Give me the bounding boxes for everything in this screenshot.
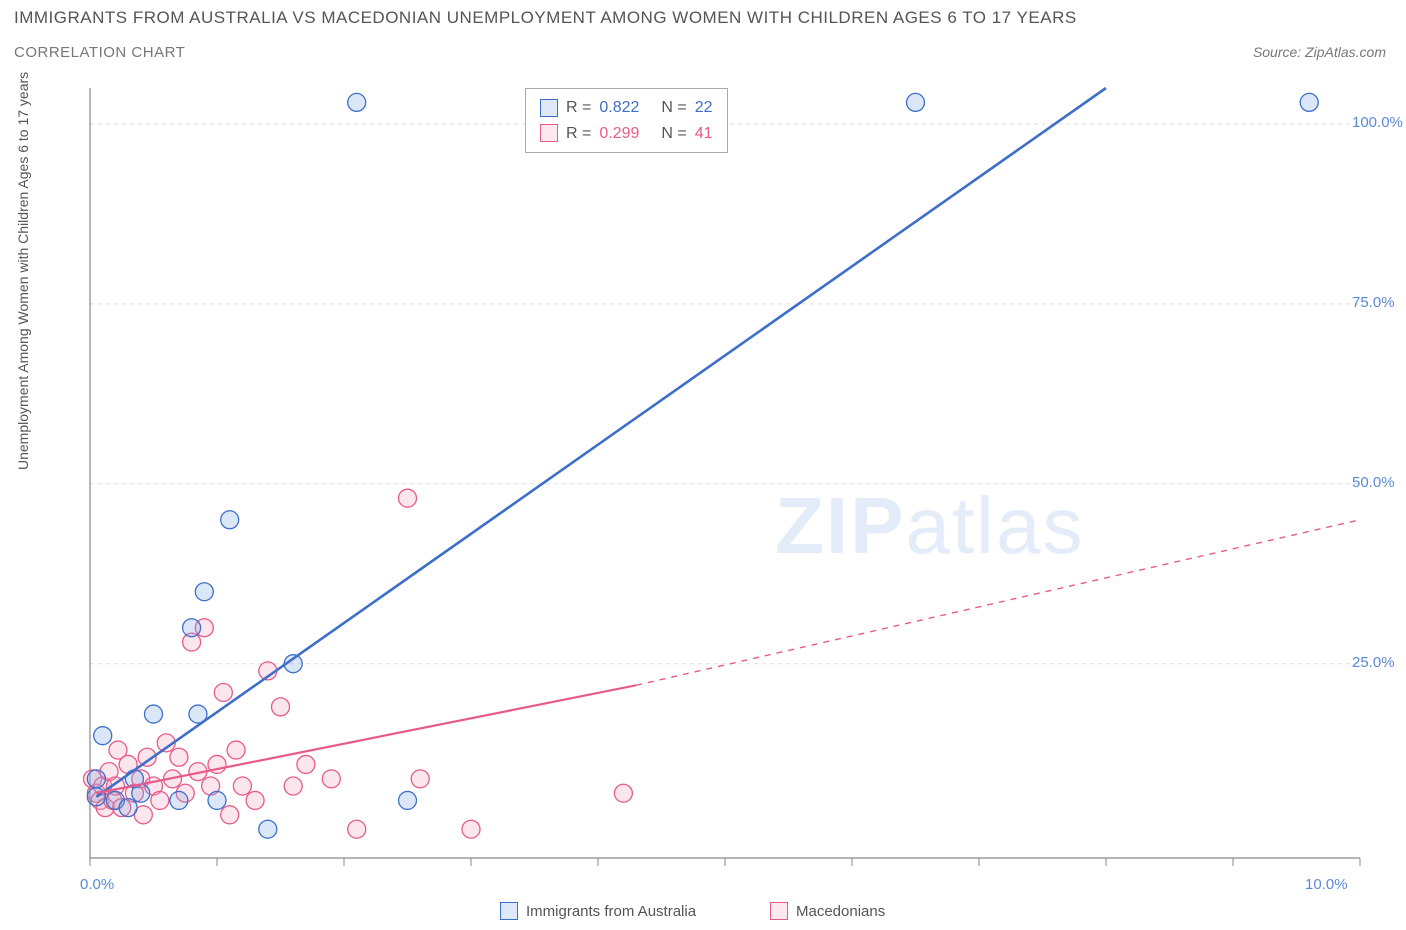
legend-n-value: 22 bbox=[695, 95, 713, 121]
legend-r-value: 0.299 bbox=[599, 121, 639, 147]
chart-container: ZIPatlas bbox=[55, 78, 1395, 888]
y-axis-label: Unemployment Among Women with Children A… bbox=[15, 72, 31, 470]
legend-r-value: 0.822 bbox=[599, 95, 639, 121]
legend-swatch bbox=[770, 902, 788, 920]
legend-row: R = 0.822 N = 22 bbox=[540, 95, 713, 121]
chart-title: IMMIGRANTS FROM AUSTRALIA VS MACEDONIAN … bbox=[14, 8, 1077, 28]
x-tick-label: 0.0% bbox=[80, 876, 114, 893]
series-legend-item: Immigrants from Australia bbox=[500, 902, 696, 920]
y-tick-label: 25.0% bbox=[1352, 654, 1395, 671]
scatter-chart: ZIPatlas bbox=[55, 78, 1395, 888]
legend-n-value: 41 bbox=[695, 121, 713, 147]
y-tick-label: 75.0% bbox=[1352, 294, 1395, 311]
series-legend-label: Immigrants from Australia bbox=[526, 903, 696, 920]
legend-r-label: R = bbox=[566, 95, 591, 121]
y-tick-label: 50.0% bbox=[1352, 474, 1395, 491]
legend-n-label: N = bbox=[661, 95, 686, 121]
legend-row: R = 0.299 N = 41 bbox=[540, 121, 713, 147]
svg-text:ZIPatlas: ZIPatlas bbox=[775, 481, 1084, 570]
series-legend-item: Macedonians bbox=[770, 902, 885, 920]
legend-swatch bbox=[500, 902, 518, 920]
chart-subtitle: CORRELATION CHART bbox=[14, 44, 185, 61]
legend-swatch bbox=[540, 124, 558, 142]
x-tick-label: 10.0% bbox=[1305, 876, 1348, 893]
legend-swatch bbox=[540, 99, 558, 117]
correlation-legend: R = 0.822 N = 22 R = 0.299 N = 41 bbox=[525, 88, 728, 153]
legend-n-label: N = bbox=[661, 121, 686, 147]
source-label: Source: ZipAtlas.com bbox=[1253, 44, 1386, 60]
y-tick-label: 100.0% bbox=[1352, 114, 1403, 131]
series-legend-label: Macedonians bbox=[796, 903, 885, 920]
legend-r-label: R = bbox=[566, 121, 591, 147]
